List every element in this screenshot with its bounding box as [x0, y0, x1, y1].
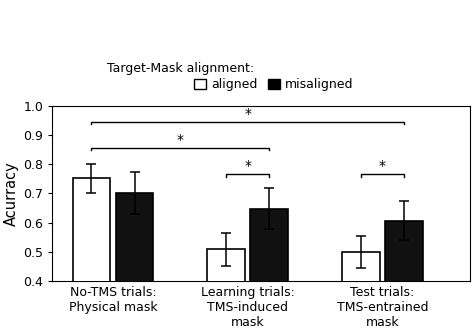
Text: *: * — [379, 159, 386, 173]
Text: *: * — [177, 133, 184, 147]
Y-axis label: Acurracy: Acurracy — [4, 161, 19, 226]
Bar — [207, 249, 245, 333]
Bar — [385, 220, 423, 333]
Legend: aligned, misaligned: aligned, misaligned — [189, 74, 358, 97]
Bar — [116, 193, 154, 333]
Bar — [250, 208, 288, 333]
Text: Target-Mask alignment:: Target-Mask alignment: — [107, 62, 254, 75]
Bar — [342, 252, 380, 333]
Text: *: * — [244, 159, 251, 173]
Bar — [73, 178, 110, 333]
Text: *: * — [244, 107, 251, 121]
